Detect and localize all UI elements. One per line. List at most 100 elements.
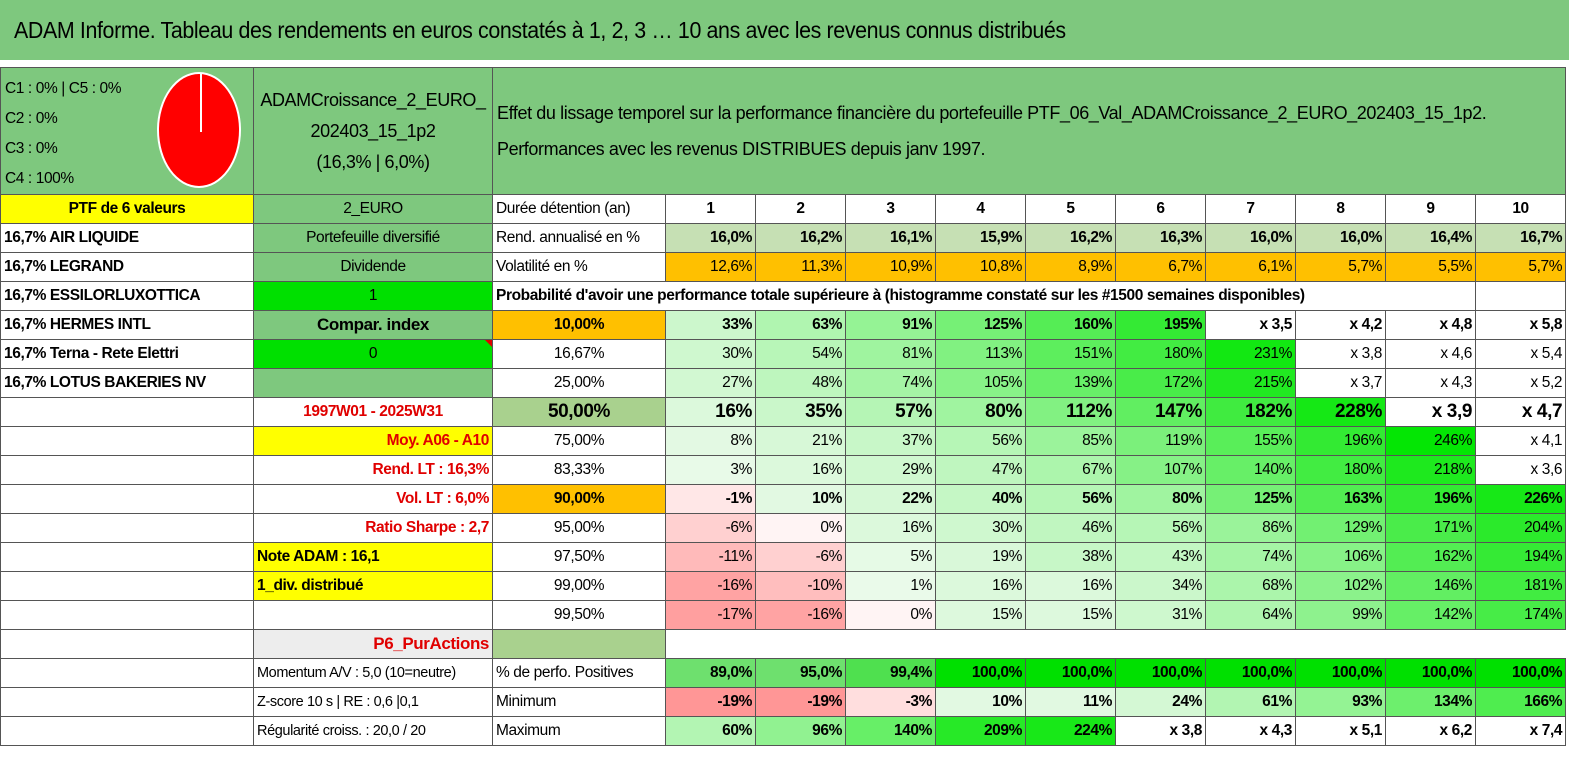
class-allocation-cell: C1 : 0% | C5 : 0% C2 : 0% C3 : 0% C4 : 1… xyxy=(0,67,254,195)
minimum-value: 134% xyxy=(1385,687,1476,717)
category-label: P6_PurActions xyxy=(253,629,493,659)
holding: 16,7% ESSILORLUXOTTICA xyxy=(0,281,254,311)
annual-return-value: 16,1% xyxy=(845,223,936,253)
probability-row: 16,7% LOTUS BAKERIES NV 25,00% 27% 48% 74% 10… xyxy=(0,368,1567,398)
probability-value: x 5,2 xyxy=(1474,368,1567,398)
probability-value: 125% xyxy=(1205,484,1296,514)
probability-value: 106% xyxy=(1295,542,1386,572)
probability-value: x 3,7 xyxy=(1295,368,1386,398)
minimum-value: 24% xyxy=(1115,687,1206,717)
probability-value: 16% xyxy=(1025,571,1116,601)
probability-row: 16,7% HERMES INTL Compar. index 10,00% 33% 6… xyxy=(0,310,1567,340)
probability-threshold: 97,50% xyxy=(492,542,666,572)
probability-value: 146% xyxy=(1385,571,1476,601)
probability-value: 142% xyxy=(1385,600,1476,630)
probability-value: 107% xyxy=(1115,455,1206,485)
probability-value: 147% xyxy=(1115,397,1206,427)
category-row: P6_PurActions xyxy=(0,629,1566,659)
average-label: Moy. A06 - A10 xyxy=(253,426,493,456)
annual-return-value: 16,2% xyxy=(1025,223,1116,253)
probability-row: 1997W01 - 2025W31 50,00% 16% 35% 57% 80% 112% 1… xyxy=(0,397,1567,427)
year-header: 5 xyxy=(1025,194,1116,224)
probability-row: Vol. LT : 6,0% 90,00% -1% 10% 22% 40% 56% 80% 12… xyxy=(0,484,1567,514)
momentum-label: Momentum A/V : 5,0 (10=neutre) xyxy=(253,658,493,688)
empty-cell xyxy=(0,600,254,630)
maximum-value: x 4,3 xyxy=(1205,716,1296,746)
minimum-value: -19% xyxy=(665,687,756,717)
probability-value: 81% xyxy=(845,339,936,369)
dividend-value: 1 xyxy=(253,281,493,311)
probability-row: Moy. A06 - A10 75,00% 8% 21% 37% 56% 85% 119% 15… xyxy=(0,426,1567,456)
annual-return-value: 16,3% xyxy=(1115,223,1206,253)
volatility-value: 5,7% xyxy=(1474,252,1567,282)
empty-cell xyxy=(492,629,666,659)
probability-threshold: 10,00% xyxy=(492,310,666,340)
probability-value: 231% xyxy=(1205,339,1296,369)
probability-row: Rend. LT : 16,3% 83,33% 3% 16% 29% 47% 67% 107%… xyxy=(0,455,1567,485)
holding: 16,7% HERMES INTL xyxy=(0,310,254,340)
empty-cell xyxy=(0,658,254,688)
probability-value: 74% xyxy=(1205,542,1296,572)
annual-return-value: 16,0% xyxy=(665,223,756,253)
probability-value: 56% xyxy=(1115,513,1206,543)
probability-value: 196% xyxy=(1385,484,1476,514)
maximum-value: x 5,1 xyxy=(1295,716,1386,746)
report-title-bar: ADAM Informe. Tableau des rendements en … xyxy=(0,0,1569,60)
probability-value: x 4,7 xyxy=(1474,397,1567,427)
probability-value: 119% xyxy=(1115,426,1206,456)
probability-threshold: 83,33% xyxy=(492,455,666,485)
probability-threshold: 90,00% xyxy=(492,484,666,514)
minimum-value: 93% xyxy=(1295,687,1386,717)
probability-row: 99,50% -17% -16% 0% 15% 15% 31% 64% 99% 142% 174% xyxy=(0,600,1567,630)
year-header: 7 xyxy=(1205,194,1296,224)
minimum-value: 10% xyxy=(935,687,1026,717)
probability-value: 67% xyxy=(1025,455,1116,485)
empty-cell xyxy=(0,629,254,659)
empty-cell xyxy=(0,687,254,717)
positive-perf-value: 100,0% xyxy=(1295,658,1386,688)
annual-return-value: 16,7% xyxy=(1474,223,1567,253)
year-header: 2 xyxy=(755,194,846,224)
probability-value: 80% xyxy=(1115,484,1206,514)
probability-value: 15% xyxy=(1025,600,1116,630)
positive-perf-value: 100,0% xyxy=(1115,658,1206,688)
positive-perf-row: Momentum A/V : 5,0 (10=neutre)% de perfo… xyxy=(0,658,1567,688)
years-row: PTF de 6 valeurs 2_EURO Durée détention (a… xyxy=(0,194,1567,224)
probability-threshold: 75,00% xyxy=(492,426,666,456)
pie-slice-divider xyxy=(200,74,202,132)
probability-value: 19% xyxy=(935,542,1026,572)
probability-value: x 4,1 xyxy=(1474,426,1567,456)
probability-value: 1% xyxy=(845,571,936,601)
probability-threshold: 99,00% xyxy=(492,571,666,601)
volatility-label: Volatilité en % xyxy=(492,252,666,282)
diversified-label: Portefeuille diversifié xyxy=(253,223,493,253)
probability-value: 63% xyxy=(755,310,846,340)
year-header: 1 xyxy=(665,194,756,224)
volatility-row: 16,7% LEGRAND Dividende Volatilité en % 12,… xyxy=(0,252,1567,282)
positive-perf-value: 89,0% xyxy=(665,658,756,688)
probability-value: -16% xyxy=(755,600,846,630)
probability-value: 47% xyxy=(935,455,1026,485)
probability-value: 22% xyxy=(845,484,936,514)
adam-score: Note ADAM : 16,1 xyxy=(253,542,493,572)
probability-value: 194% xyxy=(1474,542,1567,572)
probability-value: 40% xyxy=(935,484,1026,514)
probability-value: 5% xyxy=(845,542,936,572)
annual-return-value: 15,9% xyxy=(935,223,1026,253)
maximum-label: Maximum xyxy=(492,716,666,746)
probability-value: 204% xyxy=(1474,513,1567,543)
long-term-volatility: Vol. LT : 6,0% xyxy=(253,484,493,514)
description-line2: Performances avec les revenus DISTRIBUES… xyxy=(497,139,986,159)
volatility-value: 12,6% xyxy=(665,252,756,282)
probability-value: 160% xyxy=(1025,310,1116,340)
probability-value: 99% xyxy=(1295,600,1386,630)
probability-value: 31% xyxy=(1115,600,1206,630)
probability-value: x 3,5 xyxy=(1205,310,1296,340)
performance-table: C1 : 0% | C5 : 0% C2 : 0% C3 : 0% C4 : 1… xyxy=(0,67,1567,746)
positive-perf-value: 100,0% xyxy=(1474,658,1567,688)
compar-index-label: Compar. index xyxy=(253,310,493,340)
probability-value: 129% xyxy=(1295,513,1386,543)
class-c3: C3 : 0% xyxy=(5,140,58,157)
regularity-label: Régularité croiss. : 20,0 / 20 xyxy=(253,716,493,746)
probability-value: x 3,6 xyxy=(1474,455,1567,485)
